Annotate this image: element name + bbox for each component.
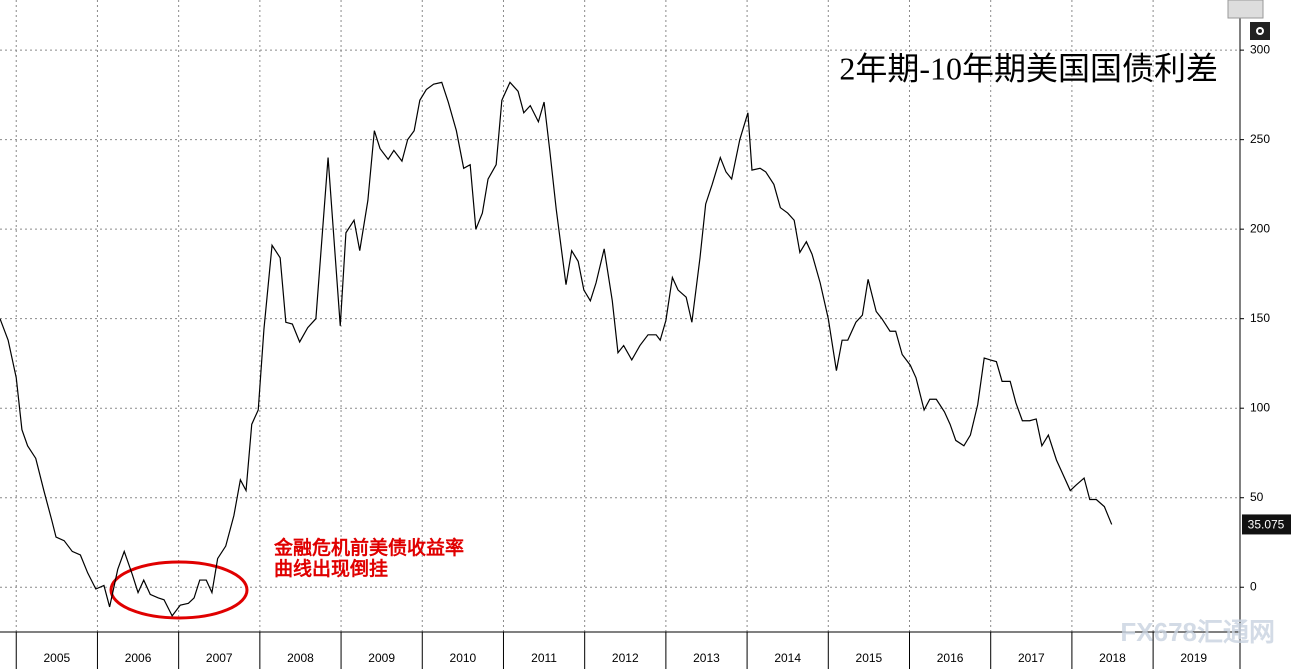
y-tick-label: 150: [1250, 311, 1270, 325]
x-tick-label: 2010: [450, 651, 477, 665]
y-tick-label: 50: [1250, 490, 1264, 504]
annotation: 曲线出现倒挂: [274, 557, 388, 580]
x-tick-label: 2008: [287, 651, 314, 665]
toolbar-button-icon: [1256, 27, 1264, 35]
chart-title: 2年期-10年期美国国债利差: [839, 50, 1218, 86]
toolbar-button[interactable]: [1250, 22, 1270, 40]
y-tick-label: 300: [1250, 42, 1270, 56]
y-tick-label: 0: [1250, 579, 1257, 593]
x-tick-label: 2012: [612, 651, 639, 665]
x-tick-label: 2007: [206, 651, 233, 665]
x-tick-label: 2009: [368, 651, 395, 665]
x-tick-label: 2019: [1180, 651, 1207, 665]
x-tick-label: 2014: [774, 651, 801, 665]
x-tick-label: 2015: [856, 651, 883, 665]
x-tick-label: 2018: [1099, 651, 1126, 665]
x-tick-label: 2011: [531, 651, 557, 665]
last-value-label: 35.075: [1248, 518, 1285, 532]
y-tick-label: 250: [1250, 132, 1270, 146]
x-tick-label: 2016: [937, 651, 964, 665]
last-value-box: [1242, 514, 1291, 535]
y-tick-label: 100: [1250, 400, 1270, 414]
highlight-ellipse: [109, 560, 249, 620]
x-tick-label: 2017: [1018, 651, 1045, 665]
data-line: [0, 81, 1113, 618]
toolbar-icon[interactable]: [1227, 0, 1264, 19]
x-tick-label: 2006: [125, 651, 152, 665]
x-tick-label: 2005: [43, 651, 70, 665]
y-tick-label: 200: [1250, 221, 1270, 235]
watermark: FX678汇通网: [1120, 617, 1275, 647]
x-tick-label: 2013: [693, 651, 720, 665]
grid: [0, 0, 1240, 632]
annotation: 金融危机前美债收益率: [273, 536, 464, 559]
